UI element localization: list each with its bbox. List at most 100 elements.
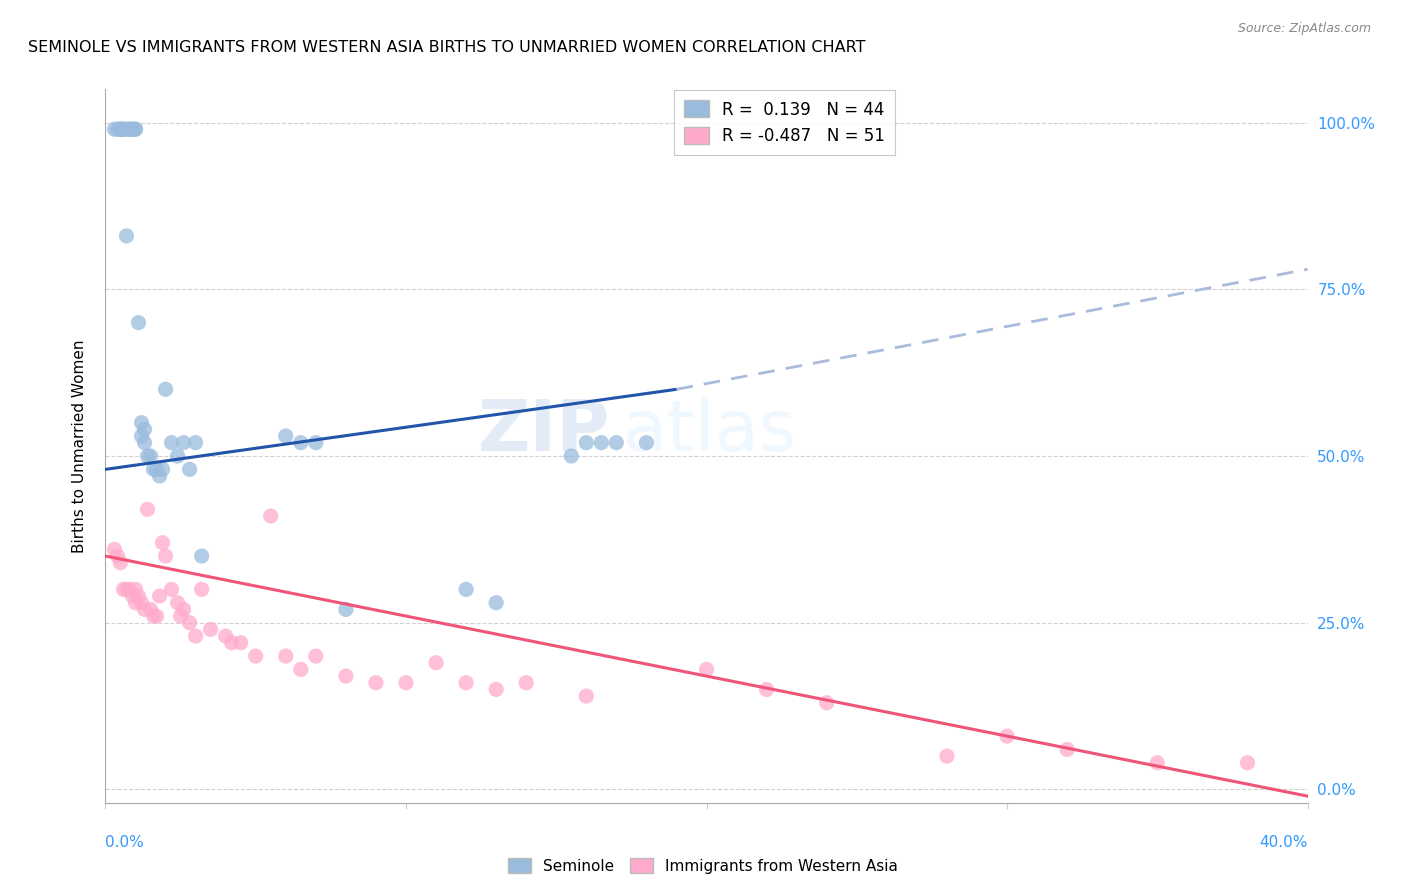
Point [245,649,267,664]
Point [290,662,312,676]
Point [145,462,167,476]
Point [560,449,582,463]
Point [305,649,328,664]
Point [395,675,418,690]
Point [121,122,143,136]
Point [274,649,297,664]
Point [110,556,132,570]
Point [755,682,778,697]
Point [155,382,177,396]
Point [335,602,357,616]
Point [160,582,183,597]
Point [229,636,252,650]
Point [128,316,150,330]
Point [142,462,165,476]
Point [605,435,627,450]
Point [134,435,156,450]
Point [454,582,477,597]
Point [112,122,135,136]
Point [155,549,177,563]
Point [184,629,207,643]
Point [124,582,146,597]
Point [1056,742,1078,756]
Y-axis label: Births to Unmarried Women: Births to Unmarried Women [72,339,87,553]
Point [290,435,312,450]
Point [131,429,153,443]
Point [107,122,129,136]
Point [179,462,201,476]
Point [121,589,143,603]
Point [485,596,508,610]
Point [136,502,159,516]
Point [131,416,153,430]
Point [128,589,150,603]
Point [142,609,165,624]
Text: Source: ZipAtlas.com: Source: ZipAtlas.com [1237,22,1371,36]
Point [214,629,236,643]
Point [121,122,143,136]
Point [515,675,537,690]
Point [103,542,125,557]
Point [179,615,201,630]
Point [134,602,156,616]
Point [131,596,153,610]
Point [112,582,135,597]
Point [107,549,129,563]
Point [115,122,138,136]
Point [200,623,222,637]
Point [118,122,141,136]
Point [124,122,146,136]
Point [815,696,838,710]
Point [103,122,125,136]
Point [274,429,297,443]
Point [124,122,146,136]
Point [152,462,174,476]
Point [305,435,328,450]
Point [160,435,183,450]
Point [166,596,188,610]
Point [335,669,357,683]
Point [173,602,195,616]
Point [139,602,162,616]
Point [190,582,212,597]
Point [115,228,138,243]
Point [575,689,598,703]
Point [696,662,718,676]
Point [110,122,132,136]
Point [995,729,1018,743]
Point [636,435,658,450]
Point [148,469,170,483]
Point [118,122,141,136]
Point [425,656,447,670]
Point [364,675,387,690]
Point [1236,756,1258,770]
Point [110,122,132,136]
Point [575,435,598,450]
Text: 0.0%: 0.0% [105,836,145,850]
Text: 40.0%: 40.0% [1260,836,1308,850]
Point [260,509,283,524]
Point [110,122,132,136]
Point [173,435,195,450]
Point [190,549,212,563]
Point [221,636,243,650]
Point [115,582,138,597]
Point [454,675,477,690]
Point [166,449,188,463]
Point [118,582,141,597]
Point [145,609,167,624]
Text: atlas: atlas [623,397,797,467]
Point [124,596,146,610]
Legend: R =  0.139   N = 44, R = -0.487   N = 51: R = 0.139 N = 44, R = -0.487 N = 51 [673,90,896,155]
Point [184,435,207,450]
Point [112,122,135,136]
Point [1146,756,1168,770]
Text: SEMINOLE VS IMMIGRANTS FROM WESTERN ASIA BIRTHS TO UNMARRIED WOMEN CORRELATION C: SEMINOLE VS IMMIGRANTS FROM WESTERN ASIA… [28,40,866,55]
Point [134,422,156,436]
Legend: Seminole, Immigrants from Western Asia: Seminole, Immigrants from Western Asia [502,852,904,880]
Point [136,449,159,463]
Point [485,682,508,697]
Point [152,535,174,549]
Point [139,449,162,463]
Point [148,589,170,603]
